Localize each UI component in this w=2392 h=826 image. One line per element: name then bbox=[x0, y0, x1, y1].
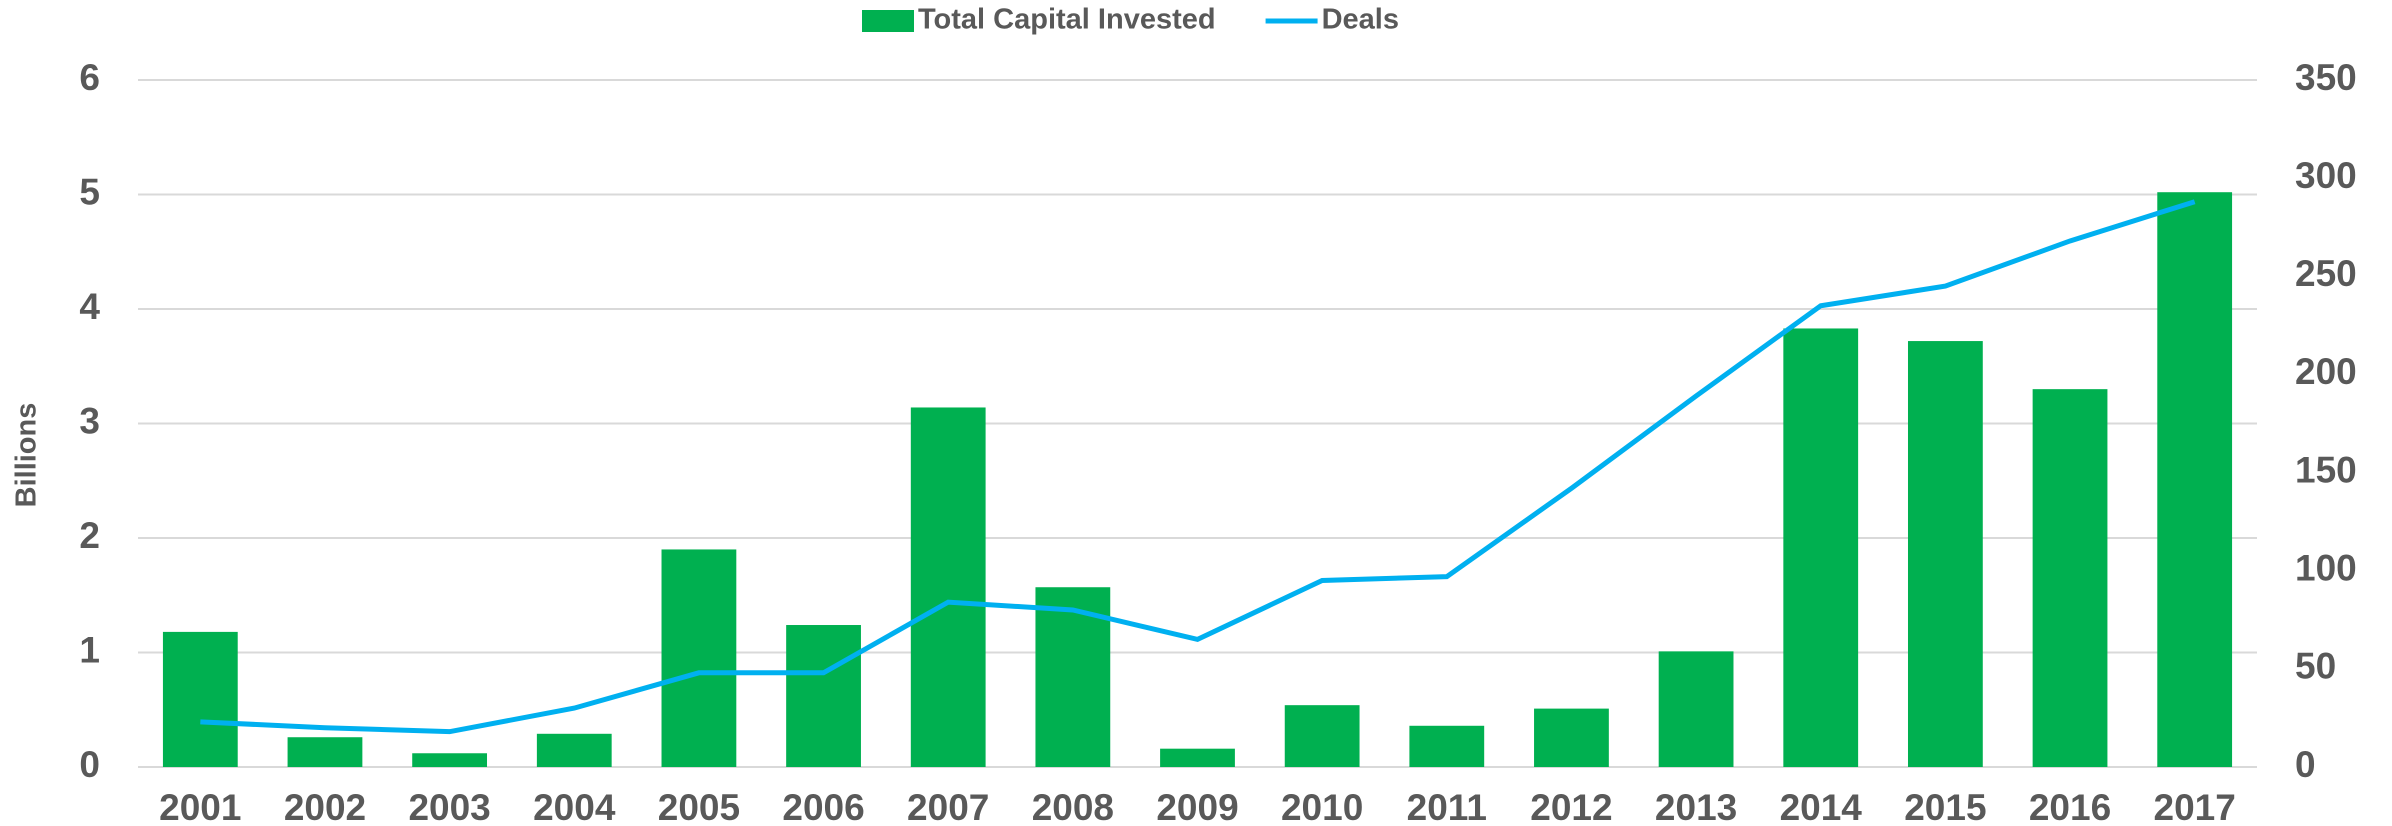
y2-tick-label: 250 bbox=[2295, 253, 2357, 294]
x-tick-label: 2017 bbox=[2154, 787, 2236, 826]
x-tick-label: 2010 bbox=[1281, 787, 1363, 826]
bar bbox=[1409, 725, 1485, 767]
bar bbox=[661, 549, 737, 767]
y-tick-label: 1 bbox=[79, 629, 100, 670]
bar bbox=[1658, 651, 1734, 767]
legend-swatch bbox=[862, 10, 914, 32]
bar bbox=[910, 407, 986, 767]
bar bbox=[1284, 705, 1360, 767]
x-tick-label: 2014 bbox=[1780, 787, 1863, 826]
x-tick-label: 2012 bbox=[1530, 787, 1612, 826]
y2-tick-label: 350 bbox=[2295, 57, 2357, 98]
x-tick-label: 2015 bbox=[1904, 787, 1986, 826]
legend-label: Deals bbox=[1322, 4, 1399, 36]
y2-tick-label: 0 bbox=[2295, 744, 2316, 785]
x-tick-label: 2011 bbox=[1407, 787, 1487, 826]
bar bbox=[2157, 192, 2233, 767]
y-tick-label: 3 bbox=[79, 400, 100, 441]
x-tick-label: 2001 bbox=[159, 787, 241, 826]
x-tick-label: 2005 bbox=[658, 787, 740, 826]
bar bbox=[1160, 748, 1235, 767]
y2-tick-label: 100 bbox=[2295, 547, 2357, 588]
x-tick-label: 2007 bbox=[907, 787, 989, 826]
line bbox=[200, 199, 2196, 735]
x-tick-label: 2006 bbox=[782, 787, 864, 826]
bar bbox=[287, 737, 363, 767]
legend-label: Total Capital Invested bbox=[918, 4, 1216, 36]
x-tick-label: 2003 bbox=[408, 787, 490, 826]
y2-tick-label: 150 bbox=[2295, 449, 2357, 490]
y2-tick-label: 200 bbox=[2295, 351, 2357, 392]
y2-tick-label: 300 bbox=[2295, 155, 2357, 196]
bar bbox=[1534, 708, 1609, 767]
bar bbox=[536, 733, 612, 767]
bar bbox=[786, 625, 861, 767]
y-tick-label: 4 bbox=[79, 286, 100, 327]
x-tick-label: 2002 bbox=[284, 787, 366, 826]
x-tick-label: 2013 bbox=[1655, 787, 1737, 826]
bar bbox=[162, 631, 238, 767]
y-tick-label: 5 bbox=[79, 171, 100, 212]
x-tick-label: 2009 bbox=[1156, 787, 1238, 826]
bar bbox=[1783, 328, 1859, 767]
y-tick-label: 0 bbox=[79, 744, 100, 785]
x-tick-label: 2008 bbox=[1032, 787, 1114, 826]
y-tick-label: 2 bbox=[79, 515, 100, 556]
x-tick-label: 2004 bbox=[533, 787, 616, 826]
bar bbox=[1907, 341, 1983, 767]
y-tick-label: 6 bbox=[79, 57, 100, 98]
bar bbox=[2032, 389, 2108, 767]
y2-tick-label: 50 bbox=[2295, 646, 2336, 687]
y-axis-label: Billions bbox=[11, 403, 43, 508]
bar bbox=[412, 753, 488, 767]
x-tick-label: 2016 bbox=[2029, 787, 2111, 826]
